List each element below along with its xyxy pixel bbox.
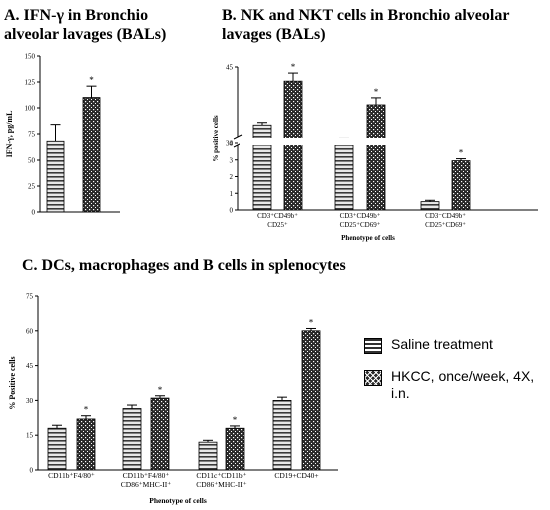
chart-c-y-tick-label: 30 — [26, 397, 34, 405]
chart-b-category-label: CD25⁺ — [267, 221, 288, 229]
chart-c: 0 15 30 45 60 75 % Positive cells * * * * CD11b⁺F4/… — [8, 293, 338, 505]
chart-b-category-label: CD25⁺CD69⁺ — [425, 221, 466, 229]
chart-c-category-label: CD86⁺MHC-II⁺ — [196, 480, 246, 489]
chart-c-category-label: CD11b⁺F4/80⁺ — [48, 471, 95, 480]
chart-b-y-tick-label: 0 — [230, 207, 234, 215]
chart-c-bar-saline — [122, 408, 142, 471]
chart-b-y-tick-label: 30 — [226, 140, 234, 148]
chart-c-y-label: % Positive cells — [8, 356, 17, 409]
chart-c-significance-star: * — [84, 405, 89, 415]
chart-c-y-tick-label: 60 — [26, 327, 34, 335]
chart-c-category-label: CD19+CD40+ — [274, 471, 318, 480]
chart-a-significance-star: * — [89, 75, 94, 85]
chart-b-category-label: CD3⁺CD49b⁺ — [257, 212, 298, 220]
chart-c-category-label: CD11c⁺CD11b⁺ — [196, 471, 246, 480]
chart-c-bar-saline — [47, 427, 67, 471]
chart-a-y-tick-label: 150 — [25, 53, 36, 61]
chart-c-y-tick-label: 0 — [30, 467, 34, 475]
chart-c-x-label: Phenotype of cells — [149, 496, 207, 505]
chart-a-bar-hkcc — [82, 97, 101, 213]
chart-a: 0 25 50 75 100 125 150 IFN-γ, pg/mL * — [5, 53, 120, 217]
chart-a-y-tick-label: 50 — [28, 157, 36, 165]
chart-b-bar-hkcc — [283, 80, 303, 211]
chart-c-bar-saline — [198, 441, 218, 471]
chart-c-bar-hkcc — [150, 397, 170, 471]
chart-c-bar-hkcc — [225, 427, 245, 471]
chart-b-significance-star: * — [291, 62, 296, 72]
chart-b-y-tick-label: 2 — [230, 173, 234, 181]
chart-a-y-tick-label: 75 — [28, 131, 36, 139]
panel-a-title: A. IFN-γ in Bronchio alveolar lavages (B… — [4, 7, 167, 43]
legend-label-hkcc: HKCC, once/week, 4X, i.n. — [391, 368, 535, 401]
chart-c-bar-hkcc — [76, 418, 96, 471]
legend-item-hkcc: HKCC, once/week, 4X, i.n. — [364, 368, 550, 402]
chart-a-y-tick-label: 0 — [32, 209, 36, 217]
chart-c-bar-hkcc — [301, 330, 321, 471]
panel-c-title: C. DCs, macrophages and B cells in splen… — [22, 257, 346, 274]
chart-b-axis-break-mark — [233, 134, 243, 140]
legend: Saline treatment HKCC, once/week, 4X, i.… — [364, 336, 550, 416]
chart-c-category-label: CD11b⁺F4/80⁺ — [123, 471, 170, 480]
legend-swatch-saline — [364, 338, 382, 354]
chart-b-bar-saline — [334, 144, 354, 211]
chart-c-category-label: CD86⁺MHC-II⁺ — [121, 480, 171, 489]
chart-b-significance-star: * — [459, 148, 464, 158]
legend-swatch-hkcc — [364, 370, 382, 386]
chart-c-significance-star: * — [309, 317, 314, 327]
chart-a-y-tick-label: 25 — [28, 183, 36, 191]
chart-b-x-label: Phenotype of cells — [341, 234, 395, 242]
chart-c-y-tick-label: 45 — [26, 362, 34, 370]
chart-b-y-label: % positive cells — [212, 115, 220, 162]
chart-c-y-tick-label: 75 — [26, 293, 34, 301]
chart-c-significance-star: * — [233, 415, 238, 425]
legend-item-saline: Saline treatment — [364, 336, 550, 354]
chart-b-break-gap — [240, 138, 536, 145]
chart-a-y-tick-label: 100 — [25, 105, 36, 113]
chart-a-y-tick-label: 125 — [25, 79, 36, 87]
chart-a-y-label: IFN-γ, pg/mL — [5, 111, 14, 158]
chart-c-significance-star: * — [158, 385, 163, 395]
chart-b-bar-hkcc — [366, 104, 386, 211]
chart-b-category-label: CD25⁺CD69⁺ — [340, 221, 381, 229]
chart-b-bar-hkcc — [451, 160, 471, 211]
chart-b-y-tick-label: 45 — [226, 64, 234, 72]
chart-c-y-tick-label: 15 — [26, 432, 34, 440]
chart-b-bar-saline — [420, 201, 440, 211]
chart-a-bars — [46, 85, 101, 213]
legend-label-saline: Saline treatment — [391, 336, 493, 352]
chart-c-bars — [47, 327, 321, 471]
chart-a-bar-saline — [46, 140, 65, 213]
chart-b-category-label: CD3⁺CD49b⁺ — [340, 212, 381, 220]
chart-b-significance-star: * — [374, 87, 379, 97]
chart-b-bar-saline — [252, 124, 272, 211]
chart-b-y-tick-label: 3 — [230, 156, 234, 164]
chart-b-category-label: CD3⁻CD49b⁺ — [425, 212, 466, 220]
panel-b-title: B. NK and NKT cells in Bronchio alveolar… — [222, 7, 510, 43]
chart-b-y-tick-label: 1 — [230, 190, 234, 198]
chart-b-y-tick-label: 4 — [230, 140, 234, 148]
chart-c-bar-saline — [272, 399, 292, 471]
